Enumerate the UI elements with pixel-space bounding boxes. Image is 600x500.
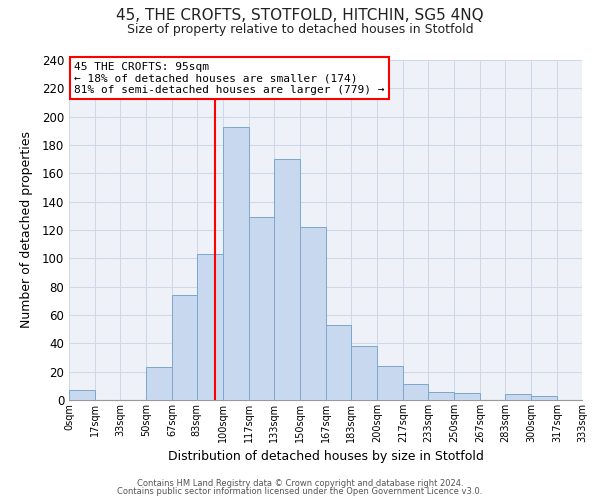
Y-axis label: Number of detached properties: Number of detached properties: [20, 132, 34, 328]
Bar: [146, 368, 172, 400]
Text: Size of property relative to detached houses in Stotfold: Size of property relative to detached ho…: [127, 22, 473, 36]
Bar: [351, 346, 377, 400]
Bar: [505, 394, 531, 400]
Bar: [300, 227, 326, 400]
X-axis label: Distribution of detached houses by size in Stotfold: Distribution of detached houses by size …: [167, 450, 484, 464]
Bar: [454, 393, 481, 400]
Bar: [249, 217, 274, 400]
Bar: [377, 366, 403, 400]
Text: Contains HM Land Registry data © Crown copyright and database right 2024.: Contains HM Land Registry data © Crown c…: [137, 478, 463, 488]
Text: 45 THE CROFTS: 95sqm
← 18% of detached houses are smaller (174)
81% of semi-deta: 45 THE CROFTS: 95sqm ← 18% of detached h…: [74, 62, 385, 95]
Bar: [274, 159, 300, 400]
Text: 45, THE CROFTS, STOTFOLD, HITCHIN, SG5 4NQ: 45, THE CROFTS, STOTFOLD, HITCHIN, SG5 4…: [116, 8, 484, 22]
Bar: [326, 325, 351, 400]
Bar: [428, 392, 454, 400]
Bar: [403, 384, 428, 400]
Text: Contains public sector information licensed under the Open Government Licence v3: Contains public sector information licen…: [118, 487, 482, 496]
Bar: [531, 396, 557, 400]
Bar: [69, 390, 95, 400]
Bar: [197, 254, 223, 400]
Bar: [223, 126, 249, 400]
Bar: [172, 295, 197, 400]
